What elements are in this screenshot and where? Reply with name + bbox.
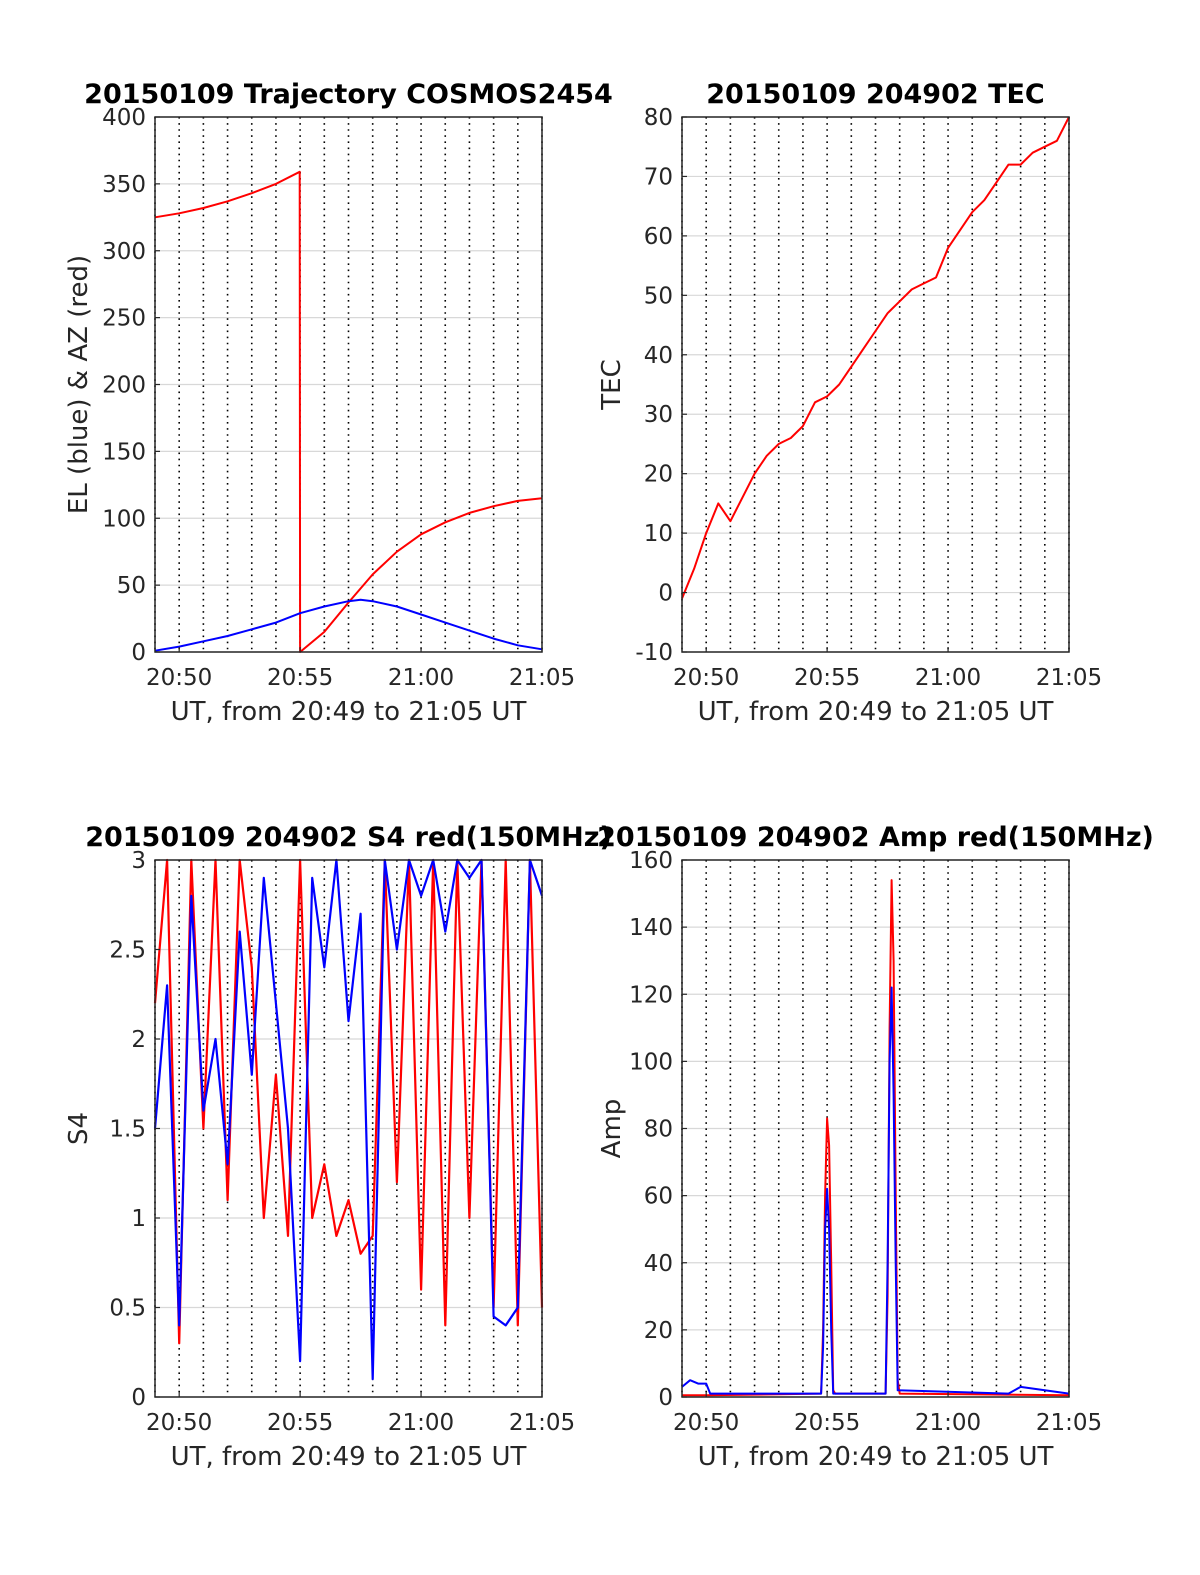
amp-ytick-label: 20 xyxy=(644,1318,673,1344)
trajectory-series-red-line xyxy=(154,170,543,653)
tec-xtick-label: 20:55 xyxy=(794,665,860,691)
tec-ytick-label: 50 xyxy=(644,283,673,309)
amp-xtick-label: 20:55 xyxy=(794,1410,860,1436)
tec-xtick-label: 20:50 xyxy=(673,665,739,691)
trajectory-ytick-label: 400 xyxy=(102,105,146,131)
s4-ytick-label: 2 xyxy=(131,1027,146,1053)
trajectory-xtick-label: 21:05 xyxy=(509,665,575,691)
s4-ytick-label: 3 xyxy=(131,848,146,874)
amp-xtick-label: 21:05 xyxy=(1036,1410,1102,1436)
tec-x-axis-label: UT, from 20:49 to 21:05 UT xyxy=(698,697,1054,727)
s4-ytick-label: 1 xyxy=(131,1206,146,1232)
s4-series xyxy=(153,858,544,1381)
amp-ytick-label: 0 xyxy=(658,1385,673,1411)
amp-y-axis-label: Amp xyxy=(597,1099,627,1159)
tec-series-red-line xyxy=(681,116,1070,599)
s4-ticks: 0 0.5 1 1.5 2 2.5 3 20:50 20:55 21:00 21:05 xyxy=(109,848,575,1436)
s4-series-red-line xyxy=(153,858,544,1345)
trajectory-title: 20150109 Trajectory COSMOS2454 xyxy=(84,79,613,110)
tec-ytick-label: -10 xyxy=(635,640,673,666)
trajectory-panel: 0 50 100 150 200 250 300 350 400 20:50 20:55 21:00 2… xyxy=(64,79,613,727)
trajectory-xtick-label: 20:50 xyxy=(146,665,212,691)
trajectory-ytick-label: 300 xyxy=(102,239,146,265)
tec-panel: -10 0 10 20 30 40 50 60 70 80 20:50 20:55 21:00 21:05… xyxy=(597,79,1102,727)
trajectory-y-axis-label: EL (blue) & AZ (red) xyxy=(64,255,94,514)
trajectory-series-blue-line xyxy=(154,598,543,652)
tec-ytick-label: 10 xyxy=(644,521,673,547)
tec-ytick-label: 20 xyxy=(644,462,673,488)
amp-panel: 0 20 40 60 80 100 120 140 160 20:50 20:55 21:00 21:0… xyxy=(597,822,1154,1472)
tec-series xyxy=(681,116,1070,599)
tec-ytick-label: 80 xyxy=(644,105,673,131)
trajectory-ytick-label: 0 xyxy=(131,640,146,666)
tec-ticks: -10 0 10 20 30 40 50 60 70 80 20:50 20:55 21:00 21:05 xyxy=(635,105,1102,691)
s4-xtick-label: 21:00 xyxy=(388,1410,454,1436)
amp-ytick-label: 160 xyxy=(629,848,673,874)
tec-ytick-label: 60 xyxy=(644,224,673,250)
tec-ytick-label: 70 xyxy=(644,164,673,190)
amp-series-blue-line xyxy=(681,986,1070,1395)
s4-x-axis-label: UT, from 20:49 to 21:05 UT xyxy=(171,1442,527,1472)
tec-ytick-label: 30 xyxy=(644,402,673,428)
trajectory-ytick-label: 150 xyxy=(102,439,146,465)
s4-xtick-label: 21:05 xyxy=(509,1410,575,1436)
tec-ytick-label: 40 xyxy=(644,343,673,369)
amp-series xyxy=(681,879,1070,1397)
amp-ytick-label: 60 xyxy=(644,1184,673,1210)
amp-x-axis-label: UT, from 20:49 to 21:05 UT xyxy=(698,1442,1054,1472)
amp-ticks: 0 20 40 60 80 100 120 140 160 20:50 20:55 21:00 21:0… xyxy=(629,848,1102,1436)
tec-title: 20150109 204902 TEC xyxy=(706,79,1045,110)
s4-title: 20150109 204902 S4 red(150MHz) xyxy=(85,822,612,853)
tec-ytick-label: 0 xyxy=(658,581,673,607)
amp-title: 20150109 204902 Amp red(150MHz) xyxy=(597,822,1154,853)
amp-ytick-label: 140 xyxy=(629,915,673,941)
trajectory-ytick-label: 50 xyxy=(117,573,146,599)
amp-ytick-label: 40 xyxy=(644,1251,673,1277)
tec-axes-frame xyxy=(681,116,1070,653)
tec-xtick-label: 21:05 xyxy=(1036,665,1102,691)
tec-xtick-label: 21:00 xyxy=(915,665,981,691)
s4-series-blue-line xyxy=(153,858,544,1381)
s4-ytick-label: 1.5 xyxy=(109,1117,146,1143)
trajectory-x-axis-label: UT, from 20:49 to 21:05 UT xyxy=(171,697,527,727)
trajectory-ticks: 0 50 100 150 200 250 300 350 400 20:50 20:55 21:00 2… xyxy=(102,105,575,691)
trajectory-series xyxy=(154,170,543,653)
s4-panel: 0 0.5 1 1.5 2 2.5 3 20:50 20:55 21:00 21:05 201501… xyxy=(64,822,612,1472)
trajectory-ytick-label: 200 xyxy=(102,373,146,399)
amp-xtick-label: 21:00 xyxy=(915,1410,981,1436)
amp-ytick-label: 100 xyxy=(629,1049,673,1075)
tec-y-axis-label: TEC xyxy=(597,359,627,410)
s4-ytick-label: 0.5 xyxy=(109,1296,146,1322)
s4-xtick-label: 20:55 xyxy=(267,1410,333,1436)
trajectory-xtick-label: 20:55 xyxy=(267,665,333,691)
amp-xtick-label: 20:50 xyxy=(673,1410,739,1436)
amp-ytick-label: 120 xyxy=(629,982,673,1008)
s4-y-axis-label: S4 xyxy=(64,1112,94,1145)
trajectory-ytick-label: 100 xyxy=(102,506,146,532)
trajectory-ytick-label: 350 xyxy=(102,172,146,198)
trajectory-ytick-label: 250 xyxy=(102,306,146,332)
s4-ytick-label: 0 xyxy=(131,1385,146,1411)
s4-ytick-label: 2.5 xyxy=(109,938,146,964)
amp-ytick-label: 80 xyxy=(644,1117,673,1143)
trajectory-xtick-label: 21:00 xyxy=(388,665,454,691)
s4-xtick-label: 20:50 xyxy=(146,1410,212,1436)
